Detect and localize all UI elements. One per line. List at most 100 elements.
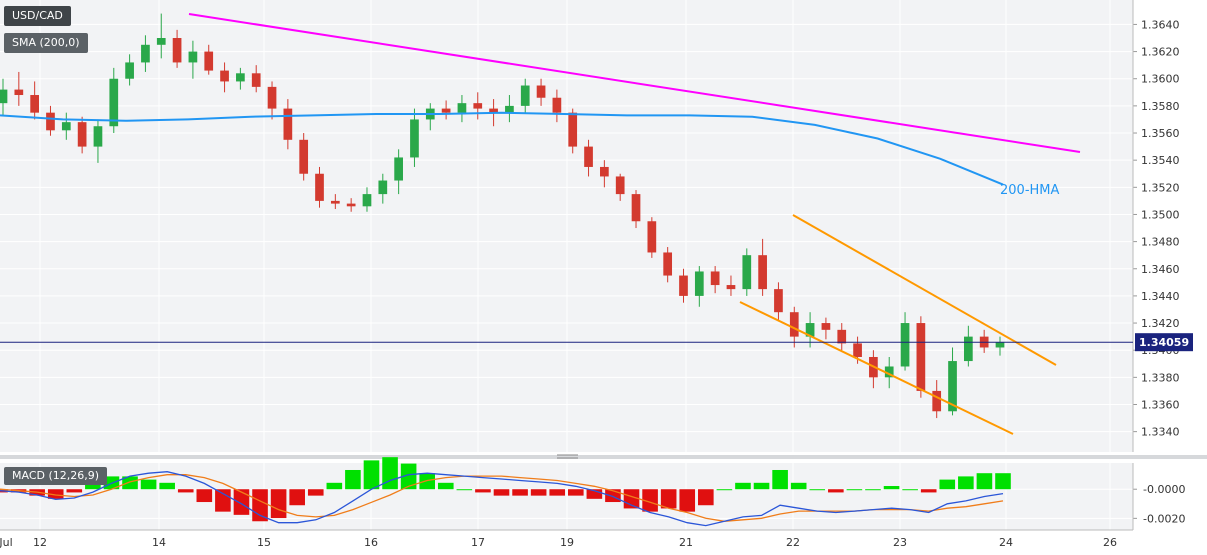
macd-histogram-bar <box>140 479 157 490</box>
candle-body <box>251 73 261 87</box>
x-tick-label: 21 <box>679 536 693 549</box>
candle-body <box>742 255 752 290</box>
y-tick-label: 1.3380 <box>1141 371 1180 384</box>
macd-histogram-bar <box>865 489 881 491</box>
macd-histogram-bar <box>530 489 547 496</box>
macd-histogram-bar <box>549 489 566 496</box>
candle-body <box>647 221 657 253</box>
candle-body <box>283 108 293 140</box>
x-tick-label: 24 <box>999 536 1013 549</box>
candle-body <box>679 275 688 296</box>
candle-body <box>267 86 277 109</box>
candle-body <box>441 108 451 113</box>
macd-histogram-bar <box>475 489 491 493</box>
candle-body <box>615 176 625 195</box>
macd-histogram-bar <box>902 489 918 491</box>
macd-histogram-bar <box>939 479 956 490</box>
candle-body <box>837 329 847 344</box>
hma-200-line <box>0 111 1004 186</box>
candle-body <box>631 194 641 222</box>
candle-body <box>505 105 514 113</box>
candles-group <box>0 13 1005 419</box>
macd-histogram-bar <box>122 476 138 490</box>
candle-body <box>995 342 1005 348</box>
candle-body <box>362 194 372 207</box>
macd-histogram-bar <box>828 489 844 493</box>
macd-histogram-bar <box>307 489 324 496</box>
candle-body <box>315 173 324 201</box>
y-tick-label: 1.3540 <box>1141 154 1180 167</box>
macd-histogram-bar <box>716 489 733 491</box>
sma-indicator-label[interactable]: SMA (200,0) <box>4 33 88 53</box>
candle-body <box>457 103 467 113</box>
candle-body <box>694 271 704 296</box>
candle-body <box>204 51 214 71</box>
candle-body <box>520 85 530 106</box>
macd-histogram-bar <box>252 489 268 522</box>
candle-body <box>77 122 87 147</box>
candle-body <box>900 323 910 367</box>
x-tick-label: 15 <box>257 536 271 549</box>
macd-histogram-bar <box>660 489 677 509</box>
macd-histogram-bar <box>419 473 436 490</box>
candle-body <box>30 95 40 113</box>
candle-body <box>774 289 783 313</box>
candle-body <box>853 343 862 357</box>
macd-histogram-bar <box>215 489 231 512</box>
x-tick-label: 16 <box>364 536 378 549</box>
candle-body <box>489 108 498 113</box>
macd-indicator-label[interactable]: MACD (12,26,9) <box>4 467 108 485</box>
candle-body <box>156 38 166 45</box>
candle-body <box>61 122 71 131</box>
macd-histogram-bar <box>493 489 510 496</box>
macd-histogram-bar <box>920 489 937 493</box>
macd-histogram-bar <box>809 489 826 491</box>
candle-body <box>584 146 593 167</box>
candle-body <box>410 119 419 158</box>
macd-histogram-bar <box>567 489 584 496</box>
candle-body <box>346 203 356 207</box>
candle-body <box>568 112 578 147</box>
candle-body <box>299 139 309 174</box>
macd-histogram-bar <box>47 489 64 499</box>
candle-body <box>46 112 55 131</box>
macd-histogram-bar <box>642 489 658 512</box>
macd-histogram <box>0 457 1011 522</box>
candle-body <box>14 89 24 96</box>
macd-histogram-bar <box>382 457 398 490</box>
last-price-label: 1.34059 <box>1139 336 1189 349</box>
candle-body <box>109 78 119 127</box>
candle-body <box>330 200 340 204</box>
macd-histogram-bar <box>400 463 417 490</box>
y-tick-label: 1.3460 <box>1141 263 1180 276</box>
x-tick-label: 12 <box>33 536 47 549</box>
macd-histogram-bar <box>846 489 863 491</box>
candle-body <box>188 51 198 63</box>
symbol-label: USD/CAD <box>4 6 71 26</box>
x-tick-label: Jul <box>0 536 13 549</box>
channel-upper-line <box>792 214 1057 366</box>
macd-histogram-bar <box>177 489 194 493</box>
x-tick-label: 23 <box>893 536 907 549</box>
macd-histogram-bar <box>289 489 305 506</box>
macd-histogram-bar <box>790 482 807 490</box>
y-tick-label: 1.3440 <box>1141 290 1180 303</box>
y-tick-label: 1.3480 <box>1141 236 1180 249</box>
macd-histogram-bar <box>883 486 900 490</box>
macd-histogram-bar <box>753 482 770 490</box>
candle-body <box>536 85 546 98</box>
x-tick-label: 22 <box>786 536 800 549</box>
y-tick-label: 1.3340 <box>1141 426 1180 439</box>
resistance-trendline <box>188 13 1081 153</box>
candle-body <box>236 73 245 82</box>
candle-body <box>963 336 973 362</box>
macd-histogram-bar <box>586 489 603 499</box>
candle-body <box>805 323 815 337</box>
macd-histogram-bar <box>735 482 751 490</box>
macd-histogram-bar <box>512 489 528 496</box>
macd-y-tick-label: -0.0020 <box>1143 512 1185 525</box>
y-tick-label: 1.3420 <box>1141 317 1180 330</box>
macd-histogram-bar <box>363 460 380 490</box>
x-tick-label: 26 <box>1103 536 1117 549</box>
